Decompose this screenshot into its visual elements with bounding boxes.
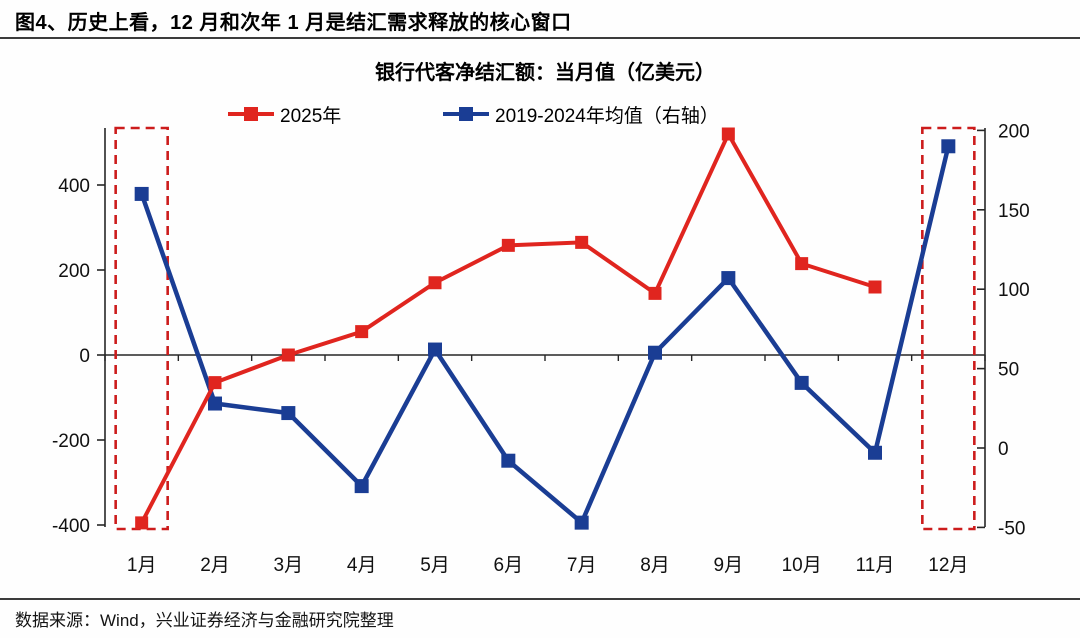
series-marker-average <box>354 479 369 494</box>
right-axis-tick-label: 150 <box>998 201 1030 222</box>
series-marker-average <box>501 453 516 468</box>
month-label: 8月 <box>640 555 670 576</box>
month-label: 5月 <box>420 555 450 576</box>
right-axis-tick-label: 200 <box>998 121 1030 142</box>
series-marker-average <box>868 445 882 460</box>
left-axis-tick-label: 200 <box>58 261 90 282</box>
left-axis-tick-label: -400 <box>52 516 90 537</box>
month-label: 7月 <box>567 555 597 576</box>
legend-square-2025 <box>244 107 258 121</box>
series-marker-2025 <box>795 257 809 271</box>
series-marker-2025 <box>648 286 662 300</box>
month-label: 10月 <box>782 555 822 576</box>
right-axis-tick-label: -50 <box>998 518 1025 539</box>
legend-item-2025: 2025年 <box>228 101 341 127</box>
series-marker-2025 <box>868 280 882 294</box>
series-marker-average <box>208 396 222 411</box>
legend-marker-average-icon <box>443 101 489 127</box>
legend-item-average: 2019-2024年均值（右轴） <box>443 101 719 127</box>
month-label: 11月 <box>856 555 895 576</box>
right-axis-tick-label: 50 <box>998 360 1019 381</box>
chart-title: 银行代客净结汇额：当月值（亿美元） <box>375 62 715 84</box>
series-marker-2025 <box>428 276 442 290</box>
series-marker-2025 <box>355 325 369 339</box>
chart-legend: 2025年 2019-2024年均值（右轴） <box>0 101 1080 127</box>
left-axis-tick-label: -200 <box>52 431 90 452</box>
left-axis-tick-label: 400 <box>58 176 90 197</box>
series-marker-average <box>648 345 662 360</box>
legend-square-average <box>459 107 473 121</box>
highlight-box-12月 <box>921 126 976 531</box>
series-marker-average <box>941 139 956 154</box>
series-marker-2025 <box>575 235 589 249</box>
footer-separator <box>0 598 1080 600</box>
legend-marker-2025-icon <box>228 101 274 127</box>
series-marker-average <box>428 342 442 357</box>
month-label: 2月 <box>200 555 230 576</box>
series-marker-average <box>721 271 736 286</box>
right-axis-tick-label: 0 <box>998 439 1009 460</box>
month-label: 4月 <box>347 555 377 576</box>
series-marker-average <box>794 375 809 390</box>
legend-label-average: 2019-2024年均值（右轴） <box>495 105 719 127</box>
series-marker-2025 <box>135 516 149 530</box>
title-separator <box>0 37 1080 39</box>
page-title: 图4、历史上看，12 月和次年 1 月是结汇需求释放的核心窗口 <box>15 12 572 34</box>
month-label: 6月 <box>494 555 524 576</box>
series-marker-2025 <box>281 348 295 362</box>
data-source: 数据来源：Wind，兴业证券经济与金融研究院整理 <box>15 611 394 630</box>
series-marker-average <box>281 406 296 421</box>
series-line-average <box>139 145 951 527</box>
left-axis-tick-label: 0 <box>79 346 90 367</box>
series-marker-2025 <box>721 127 735 141</box>
month-label: 9月 <box>714 555 744 576</box>
month-label: 1月 <box>127 555 157 576</box>
right-axis-tick-label: 100 <box>998 280 1030 301</box>
highlight-box-1月 <box>114 126 169 531</box>
month-label: 3月 <box>274 555 304 576</box>
series-marker-average <box>134 186 149 201</box>
series-marker-average <box>574 515 589 530</box>
series-marker-2025 <box>501 238 515 252</box>
series-marker-2025 <box>208 376 222 390</box>
month-label: 12月 <box>928 555 968 576</box>
legend-label-2025: 2025年 <box>280 105 342 127</box>
